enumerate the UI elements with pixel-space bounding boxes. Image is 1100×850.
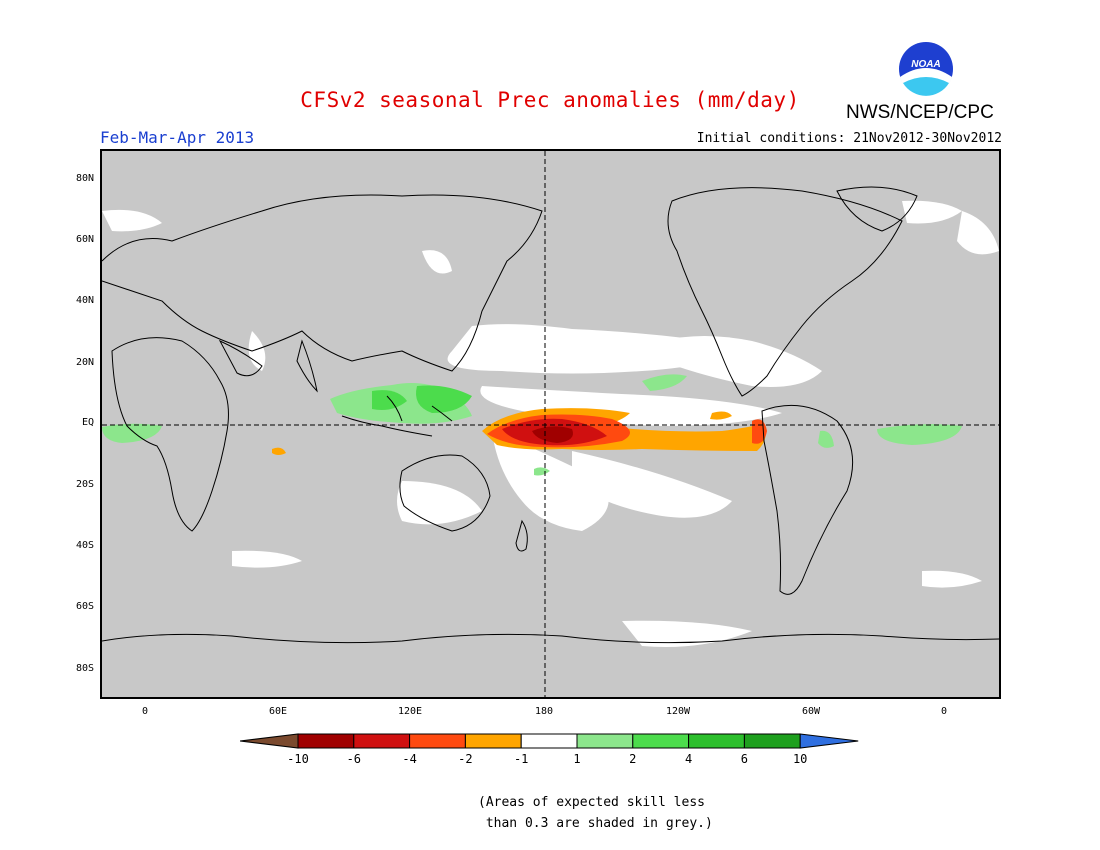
lat-label: 40S bbox=[75, 540, 94, 551]
lat-label: 40N bbox=[75, 295, 94, 306]
lon-label: 60W bbox=[801, 706, 821, 717]
colorbar-tick-label: 1 bbox=[573, 752, 581, 766]
agency-label: NWS/NCEP/CPC bbox=[846, 102, 994, 123]
coastline-layer bbox=[102, 186, 999, 644]
colorbar-bin bbox=[353, 733, 411, 749]
map-canvas bbox=[102, 151, 999, 697]
colorbar-tick-label: 10 bbox=[792, 752, 808, 766]
colorbar-tick-label: -10 bbox=[287, 752, 309, 766]
chart-title: CFSv2 seasonal Prec anomalies (mm/day) bbox=[300, 88, 800, 112]
colorbar-bin bbox=[688, 733, 745, 749]
lon-label: 0 bbox=[141, 706, 149, 717]
lon-label: 0 bbox=[940, 706, 948, 717]
colorbar-bin bbox=[464, 733, 522, 749]
lat-label: 60S bbox=[75, 601, 94, 612]
color-scale-bar bbox=[240, 733, 859, 749]
lat-label: 80N bbox=[75, 173, 94, 184]
colorbar-tick-label: 4 bbox=[684, 752, 693, 766]
initial-conditions-label: Initial conditions: 21Nov2012-30Nov2012 bbox=[696, 131, 1002, 146]
lon-label: 60E bbox=[268, 706, 288, 717]
colorbar-tick-label: -1 bbox=[513, 752, 529, 766]
negative-anomaly-layer bbox=[272, 408, 767, 455]
colorbar-bin bbox=[576, 733, 634, 749]
colorbar-bin bbox=[743, 733, 801, 749]
skill-footnote: (Areas of expected skill less than 0.3 a… bbox=[478, 792, 713, 834]
colorbar-tick-label: -2 bbox=[458, 752, 473, 766]
lat-label: 20S bbox=[75, 479, 94, 490]
lat-label: EQ bbox=[81, 417, 94, 428]
svg-text:NOAA: NOAA bbox=[911, 59, 940, 70]
colorbar-bin bbox=[409, 733, 466, 749]
colorbar-bin bbox=[632, 733, 690, 749]
lon-label: 180 bbox=[534, 706, 554, 717]
colorbar-tick-label: -4 bbox=[402, 752, 417, 766]
noaa-logo: NOAA bbox=[899, 42, 953, 97]
colorbar-upper-extension bbox=[799, 733, 859, 749]
map-panel bbox=[100, 149, 1001, 699]
lat-label: 60N bbox=[75, 234, 94, 245]
footnote-line-1: (Areas of expected skill less bbox=[478, 795, 705, 810]
colorbar-lower-extension bbox=[240, 733, 299, 749]
footnote-line-2: than 0.3 are shaded in grey.) bbox=[478, 816, 713, 831]
colorbar-tick-label: 6 bbox=[740, 752, 749, 766]
positive-anomaly-layer bbox=[102, 374, 962, 476]
lat-label: 80S bbox=[75, 663, 94, 674]
colorbar-bin bbox=[520, 733, 578, 749]
lat-label: 20N bbox=[75, 357, 94, 368]
colorbar-tick-label: -6 bbox=[346, 752, 362, 766]
lon-label: 120E bbox=[397, 706, 423, 717]
lon-label: 120W bbox=[665, 706, 691, 717]
season-label: Feb-Mar-Apr 2013 bbox=[100, 128, 255, 147]
colorbar-bin bbox=[297, 733, 355, 749]
colorbar-tick-label: 2 bbox=[629, 752, 637, 766]
skill-region-layer bbox=[102, 200, 999, 647]
